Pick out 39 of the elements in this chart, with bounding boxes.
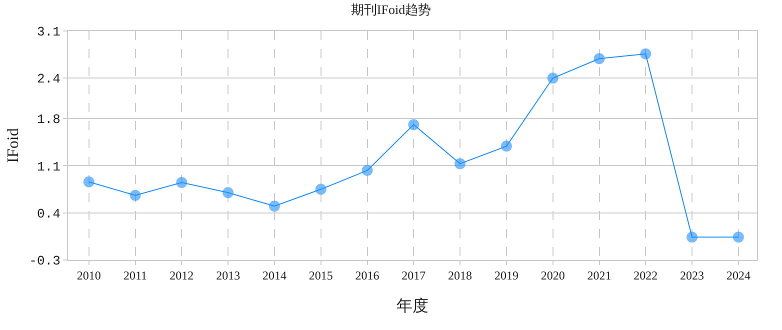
- point: [130, 190, 141, 201]
- point: [176, 177, 188, 188]
- point: [268, 200, 280, 212]
- point: [732, 232, 744, 243]
- x-tick-label: 2014: [262, 268, 286, 282]
- chart-title: 期刊IFoid趋势: [350, 2, 432, 18]
- point: [362, 164, 373, 176]
- point: [408, 119, 420, 130]
- x-tick-label: 2016: [355, 268, 380, 282]
- x-tick-label: 2013: [216, 268, 240, 282]
- y-tick-label: 1.8: [36, 112, 60, 128]
- x-tick-label: 2024: [726, 268, 750, 282]
- point: [500, 140, 512, 152]
- y-axis-title: IFoid: [5, 128, 22, 163]
- point: [222, 187, 234, 198]
- point: [83, 176, 94, 188]
- x-tick-label: 2010: [76, 268, 101, 282]
- point: [594, 53, 605, 64]
- y-tick-label: 3.1: [36, 24, 61, 40]
- x-tick-label: 2023: [680, 268, 704, 282]
- point: [686, 232, 698, 243]
- point: [547, 72, 558, 84]
- x-tick-label: 2011: [124, 268, 148, 282]
- x-tick-label: 2022: [634, 268, 658, 282]
- x-tick-label: 2020: [540, 268, 565, 282]
- y-tick-label: 0.4: [36, 206, 61, 222]
- y-tick-label: 2.4: [36, 72, 61, 87]
- x-tick-label: 2012: [170, 268, 194, 282]
- y-tick-label: 1.1: [36, 159, 61, 174]
- x-tick-label: 2021: [587, 268, 612, 282]
- y-tick-label: -0.3: [29, 254, 60, 269]
- point: [315, 184, 326, 195]
- x-tick-label: 2017: [402, 268, 426, 282]
- point: [454, 158, 466, 170]
- x-tick-label: 2019: [494, 268, 518, 282]
- x-tick-label: 2018: [448, 268, 472, 282]
- x-tick-label: 2015: [308, 268, 333, 282]
- x-axis-title: 年度: [396, 297, 428, 316]
- point: [640, 48, 652, 60]
